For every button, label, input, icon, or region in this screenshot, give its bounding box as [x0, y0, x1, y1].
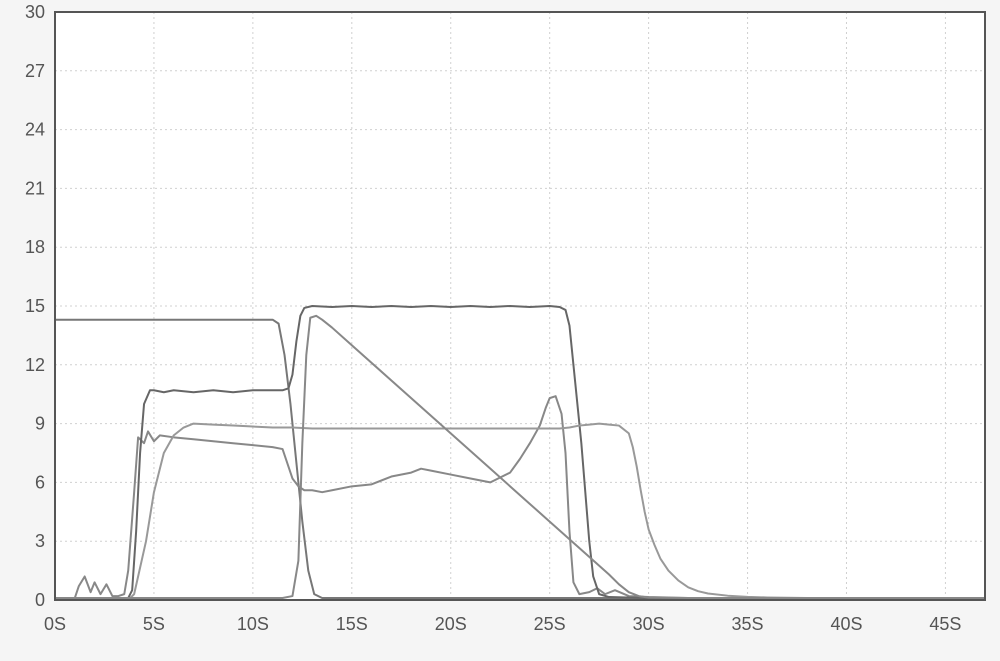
chart-container: 0 3 6 9 12 15 18 21 24 27 30 0S 5S 10S 15S 20S 25S 30S 35S… — [0, 0, 1000, 661]
x-tick-label: 30S — [633, 614, 665, 634]
y-tick-label: 0 — [35, 590, 45, 610]
y-tick-label: 9 — [35, 414, 45, 434]
y-tick-label: 24 — [25, 120, 45, 140]
x-tick-label: 15S — [336, 614, 368, 634]
x-tick-label: 0S — [44, 614, 66, 634]
x-tick-label: 25S — [534, 614, 566, 634]
y-tick-label: 30 — [25, 2, 45, 22]
y-tick-label: 12 — [25, 355, 45, 375]
x-tick-label: 35S — [732, 614, 764, 634]
y-tick-label: 3 — [35, 531, 45, 551]
y-tick-label: 6 — [35, 472, 45, 492]
x-tick-label: 5S — [143, 614, 165, 634]
x-tick-label: 40S — [830, 614, 862, 634]
y-tick-label: 27 — [25, 61, 45, 81]
y-tick-label: 21 — [25, 178, 45, 198]
x-tick-label: 10S — [237, 614, 269, 634]
line-chart: 0 3 6 9 12 15 18 21 24 27 30 0S 5S 10S 15S 20S 25S 30S 35S… — [0, 0, 1000, 661]
y-tick-label: 15 — [25, 296, 45, 316]
x-tick-label: 20S — [435, 614, 467, 634]
y-tick-label: 18 — [25, 237, 45, 257]
x-tick-label: 45S — [929, 614, 961, 634]
